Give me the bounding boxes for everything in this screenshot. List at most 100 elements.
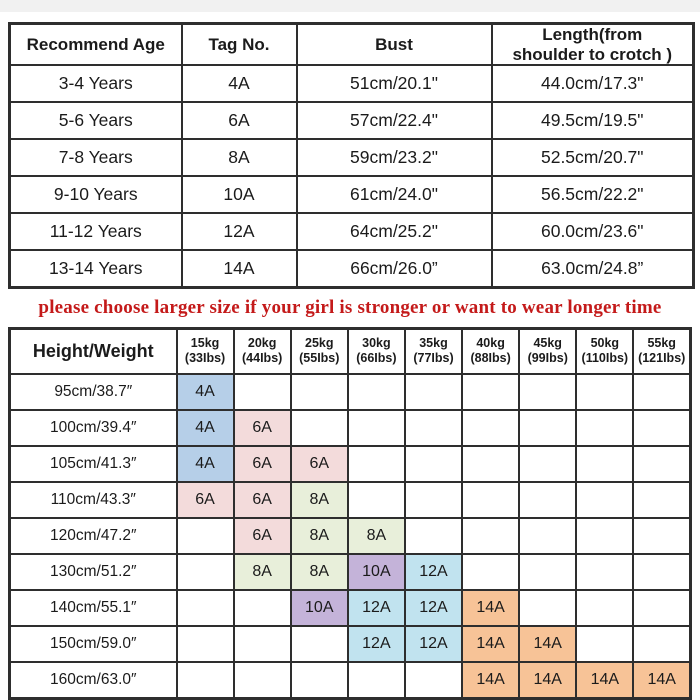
empty-cell bbox=[632, 373, 692, 412]
size-cell: 14A bbox=[180, 249, 298, 289]
size-cell: 44.0cm/17.3" bbox=[490, 64, 695, 104]
size-tag-cell: 12A bbox=[403, 625, 464, 664]
empty-cell bbox=[518, 481, 578, 520]
weight-col-header: 35kg (77Ibs) bbox=[403, 327, 464, 376]
size-tag-cell: 6A bbox=[289, 445, 349, 484]
size-cell: 52.5cm/20.7" bbox=[490, 138, 695, 178]
empty-cell bbox=[575, 409, 635, 448]
size-col-header: Length(from shoulder to crotch ) bbox=[490, 22, 695, 67]
height-label: 150cm/59.0″ bbox=[8, 625, 178, 664]
empty-cell bbox=[403, 517, 464, 556]
empty-cell bbox=[175, 553, 235, 592]
weight-kg-label: 30kg bbox=[362, 336, 391, 351]
empty-cell bbox=[461, 373, 521, 412]
empty-cell bbox=[232, 589, 292, 628]
weight-row: 130cm/51.2″ 8A 8A 10A 12A bbox=[8, 553, 692, 592]
empty-cell bbox=[518, 373, 578, 412]
empty-cell bbox=[518, 517, 578, 556]
size-cell: 10A bbox=[180, 175, 298, 215]
size-chart-page: Recommend Age Tag No. Bust Length(from shou… bbox=[0, 12, 700, 700]
size-tag-cell: 6A bbox=[232, 445, 292, 484]
weight-lbs-label: (88Ibs) bbox=[470, 351, 511, 366]
height-label: 110cm/43.3″ bbox=[8, 481, 178, 520]
weight-kg-label: 25kg bbox=[305, 336, 334, 351]
size-cell: 51cm/20.1" bbox=[295, 64, 493, 104]
weight-lbs-label: (77Ibs) bbox=[413, 351, 454, 366]
weight-kg-label: 35kg bbox=[419, 336, 448, 351]
height-label: 100cm/39.4″ bbox=[8, 409, 178, 448]
weight-kg-label: 45kg bbox=[533, 336, 562, 351]
empty-cell bbox=[461, 445, 521, 484]
weight-kg-label: 50kg bbox=[590, 336, 620, 351]
size-tag-cell: 8A bbox=[346, 517, 406, 556]
weight-kg-label: 55kg bbox=[647, 336, 676, 351]
size-col-header: Tag No. bbox=[180, 22, 298, 67]
empty-cell bbox=[461, 517, 521, 556]
empty-cell bbox=[289, 661, 349, 700]
size-tag-cell: 14A bbox=[461, 625, 521, 664]
empty-cell bbox=[289, 409, 349, 448]
empty-cell bbox=[403, 661, 464, 700]
size-tag-cell: 6A bbox=[232, 409, 292, 448]
weight-col-header: 20kg (44Ibs) bbox=[232, 327, 292, 376]
size-row: 5-6 Years 6A 57cm/22.4" 49.5cm/19.5" bbox=[8, 101, 695, 141]
weight-row: 105cm/41.3″ 4A 6A 6A bbox=[8, 445, 692, 484]
page-top-strip bbox=[0, 0, 700, 12]
empty-cell bbox=[632, 625, 692, 664]
size-cell: 12A bbox=[180, 212, 298, 252]
height-label: 105cm/41.3″ bbox=[8, 445, 178, 484]
empty-cell bbox=[175, 589, 235, 628]
size-cell: 11-12 Years bbox=[8, 212, 183, 252]
size-tag-cell: 8A bbox=[289, 553, 349, 592]
weight-lbs-label: (121Ibs) bbox=[638, 351, 686, 366]
size-tag-cell: 14A bbox=[461, 589, 521, 628]
weight-col-header: 55kg (121Ibs) bbox=[632, 327, 692, 376]
weight-row: 160cm/63.0″ 14A 14A 14A 14A bbox=[8, 661, 692, 700]
empty-cell bbox=[403, 481, 464, 520]
empty-cell bbox=[346, 409, 406, 448]
weight-row: 150cm/59.0″ 12A 12A 14A 14A bbox=[8, 625, 692, 664]
size-tag-cell: 10A bbox=[346, 553, 406, 592]
size-row: 7-8 Years 8A 59cm/23.2" 52.5cm/20.7" bbox=[8, 138, 695, 178]
size-row: 11-12 Years 12A 64cm/25.2" 60.0cm/23.6" bbox=[8, 212, 695, 252]
weight-col-header: 15kg (33Ibs) bbox=[175, 327, 235, 376]
size-cell: 64cm/25.2" bbox=[295, 212, 493, 252]
size-row: 13-14 Years 14A 66cm/26.0” 63.0cm/24.8” bbox=[8, 249, 695, 289]
size-cell: 5-6 Years bbox=[8, 101, 183, 141]
weight-lbs-label: (66Ibs) bbox=[356, 351, 397, 366]
size-cell: 8A bbox=[180, 138, 298, 178]
size-tag-cell: 8A bbox=[232, 553, 292, 592]
empty-cell bbox=[461, 553, 521, 592]
size-tag-cell: 6A bbox=[232, 517, 292, 556]
empty-cell bbox=[289, 373, 349, 412]
weight-kg-label: 15kg bbox=[190, 336, 220, 351]
size-row: 3-4 Years 4A 51cm/20.1" 44.0cm/17.3" bbox=[8, 64, 695, 104]
empty-cell bbox=[232, 373, 292, 412]
empty-cell bbox=[632, 481, 692, 520]
empty-cell bbox=[575, 373, 635, 412]
weight-kg-label: 40kg bbox=[476, 336, 505, 351]
size-tag-cell: 14A bbox=[461, 661, 521, 700]
empty-cell bbox=[518, 553, 578, 592]
weight-row: 120cm/47.2″ 6A 8A 8A bbox=[8, 517, 692, 556]
size-cell: 7-8 Years bbox=[8, 138, 183, 178]
size-cell: 60.0cm/23.6" bbox=[490, 212, 695, 252]
size-cell: 49.5cm/19.5" bbox=[490, 101, 695, 141]
size-tag-cell: 12A bbox=[403, 589, 464, 628]
size-row: 9-10 Years 10A 61cm/24.0" 56.5cm/22.2" bbox=[8, 175, 695, 215]
height-label: 120cm/47.2″ bbox=[8, 517, 178, 556]
weight-lbs-label: (55Ibs) bbox=[299, 351, 340, 366]
size-cell: 4A bbox=[180, 64, 298, 104]
empty-cell bbox=[575, 445, 635, 484]
empty-cell bbox=[518, 589, 578, 628]
size-cell: 66cm/26.0” bbox=[295, 249, 493, 289]
empty-cell bbox=[232, 661, 292, 700]
size-tag-cell: 14A bbox=[518, 661, 578, 700]
empty-cell bbox=[403, 445, 464, 484]
size-cell: 63.0cm/24.8” bbox=[490, 249, 695, 289]
size-cell: 6A bbox=[180, 101, 298, 141]
empty-cell bbox=[403, 373, 464, 412]
height-label: 140cm/55.1″ bbox=[8, 589, 178, 628]
empty-cell bbox=[518, 445, 578, 484]
weight-row: 140cm/55.1″ 10A 12A 12A 14A bbox=[8, 589, 692, 628]
